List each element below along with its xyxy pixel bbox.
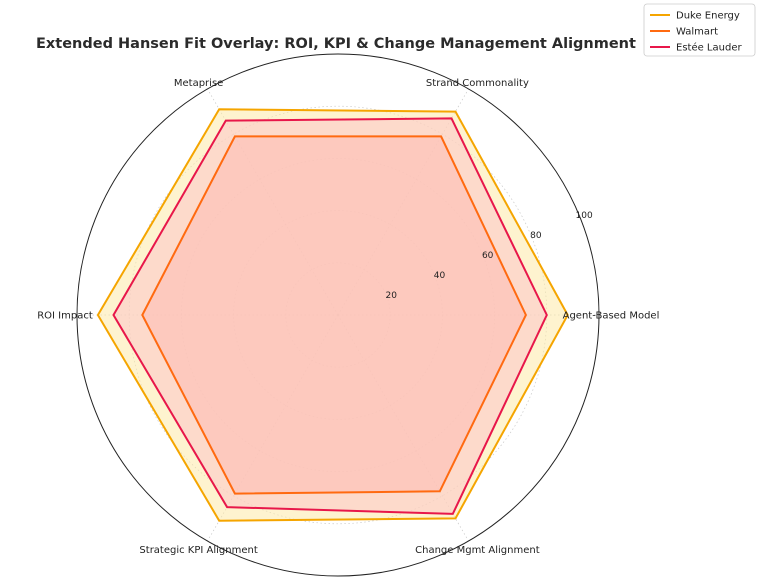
axis-label-5: Change Mgmt Alignment (415, 545, 540, 556)
legend-label-2: Estée Lauder (676, 42, 742, 54)
chart-title: Extended Hansen Fit Overlay: ROI, KPI & … (36, 36, 636, 52)
axis-label-2: Metaprise (174, 78, 223, 89)
tick-label-100: 100 (576, 211, 593, 221)
series-line-1 (141, 135, 528, 495)
axis-labels: 20 40 60 80 100 Agent-Based Model Strand Commo… (37, 78, 659, 556)
legend-label-1: Walmart (676, 27, 718, 38)
tick-label-60: 60 (482, 251, 494, 261)
legend: Duke Energy Walmart Estée Lauder (643, 3, 756, 57)
axis-label-1: Strand Commonality (426, 78, 529, 89)
legend-frame (643, 3, 756, 57)
series-fill-2 (113, 118, 547, 514)
outer-frame (76, 53, 600, 577)
tick-label-20: 20 (385, 291, 397, 301)
tick-label-40: 40 (434, 271, 446, 281)
radar-series (96, 108, 569, 522)
axis-label-3: ROI Impact (37, 311, 93, 322)
axis-label-4: Strategic KPI Alignment (139, 545, 257, 556)
axis-label-0: Agent-Based Model (563, 311, 660, 322)
series-line-2 (112, 117, 548, 515)
tick-label-80: 80 (530, 231, 542, 241)
legend-label-0: Duke Energy (676, 11, 740, 22)
series-line-0 (96, 108, 569, 522)
